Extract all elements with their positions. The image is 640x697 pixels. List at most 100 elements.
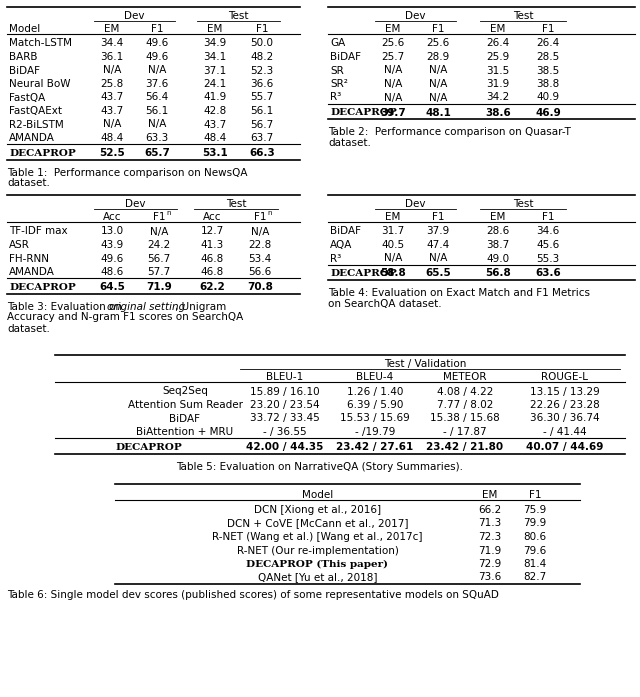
Text: 28.6: 28.6: [486, 227, 509, 236]
Text: 71.9: 71.9: [478, 546, 502, 556]
Text: 43.7: 43.7: [100, 106, 124, 116]
Text: 37.1: 37.1: [204, 66, 227, 75]
Text: 71.9: 71.9: [146, 282, 172, 292]
Text: 25.6: 25.6: [426, 38, 450, 49]
Text: N/A: N/A: [150, 227, 168, 236]
Text: 13.0: 13.0: [100, 227, 124, 236]
Text: 15.53 / 15.69: 15.53 / 15.69: [340, 413, 410, 424]
Text: DCN + CoVE [McCann et al., 2017]: DCN + CoVE [McCann et al., 2017]: [227, 519, 408, 528]
Text: 4.08 / 4.22: 4.08 / 4.22: [437, 387, 493, 397]
Text: 56.8: 56.8: [485, 268, 511, 279]
Text: Match-LSTM: Match-LSTM: [9, 38, 72, 49]
Text: 42.8: 42.8: [204, 106, 227, 116]
Text: 79.9: 79.9: [524, 519, 547, 528]
Text: ROUGE-L: ROUGE-L: [541, 372, 589, 382]
Text: N/A: N/A: [384, 79, 402, 89]
Text: 36.30 / 36.74: 36.30 / 36.74: [530, 413, 600, 424]
Text: Test: Test: [228, 11, 249, 21]
Text: AQA: AQA: [330, 240, 353, 250]
Text: 33.72 / 33.45: 33.72 / 33.45: [250, 413, 320, 424]
Text: 34.6: 34.6: [536, 227, 559, 236]
Text: 6.39 / 5.90: 6.39 / 5.90: [347, 400, 403, 410]
Text: Table 4: Evaluation on Exact Match and F1 Metrics: Table 4: Evaluation on Exact Match and F…: [328, 288, 590, 298]
Text: Table 3: Evaluation on: Table 3: Evaluation on: [7, 302, 125, 312]
Text: N/A: N/A: [103, 119, 121, 130]
Text: 73.6: 73.6: [478, 572, 502, 583]
Text: 72.3: 72.3: [478, 532, 502, 542]
Text: 79.6: 79.6: [524, 546, 547, 556]
Text: Dev: Dev: [125, 199, 146, 209]
Text: 70.8: 70.8: [247, 282, 273, 292]
Text: N/A: N/A: [384, 66, 402, 75]
Text: BLEU-1: BLEU-1: [266, 372, 303, 382]
Text: FH-RNN: FH-RNN: [9, 254, 49, 263]
Text: DECAPROP: DECAPROP: [9, 282, 76, 291]
Text: 15.89 / 16.10: 15.89 / 16.10: [250, 387, 320, 397]
Text: 46.8: 46.8: [200, 267, 223, 277]
Text: 82.7: 82.7: [524, 572, 547, 583]
Text: 53.4: 53.4: [248, 254, 271, 263]
Text: 48.4: 48.4: [204, 133, 227, 143]
Text: 43.9: 43.9: [100, 240, 124, 250]
Text: 64.5: 64.5: [99, 282, 125, 292]
Text: 46.9: 46.9: [535, 107, 561, 118]
Text: Acc: Acc: [103, 212, 121, 222]
Text: 48.2: 48.2: [250, 52, 274, 62]
Text: Table 6: Single model dev scores (published scores) of some representative model: Table 6: Single model dev scores (publis…: [7, 590, 499, 601]
Text: 7.77 / 8.02: 7.77 / 8.02: [437, 400, 493, 410]
Text: 52.3: 52.3: [250, 66, 274, 75]
Text: 41.3: 41.3: [200, 240, 223, 250]
Text: 25.9: 25.9: [486, 52, 509, 62]
Text: 31.9: 31.9: [486, 79, 509, 89]
Text: , Unigram: , Unigram: [175, 302, 227, 312]
Text: F1: F1: [153, 212, 165, 222]
Text: Test: Test: [513, 11, 533, 21]
Text: 75.9: 75.9: [524, 505, 547, 515]
Text: 31.5: 31.5: [486, 66, 509, 75]
Text: N/A: N/A: [148, 119, 166, 130]
Text: EM: EM: [385, 212, 401, 222]
Text: 57.7: 57.7: [147, 267, 171, 277]
Text: 22.8: 22.8: [248, 240, 271, 250]
Text: BARB: BARB: [9, 52, 38, 62]
Text: 22.26 / 23.28: 22.26 / 23.28: [530, 400, 600, 410]
Text: DECAPROP: DECAPROP: [9, 148, 76, 158]
Text: 81.4: 81.4: [524, 559, 547, 569]
Text: 56.6: 56.6: [248, 267, 271, 277]
Text: AMANDA: AMANDA: [9, 267, 55, 277]
Text: DECAPROP: DECAPROP: [115, 443, 182, 452]
Text: METEOR: METEOR: [444, 372, 487, 382]
Text: 28.9: 28.9: [426, 52, 450, 62]
Text: Table 1:  Performance comparison on NewsQA: Table 1: Performance comparison on NewsQ…: [7, 167, 248, 178]
Text: R2-BiLSTM: R2-BiLSTM: [9, 119, 64, 130]
Text: 41.9: 41.9: [204, 93, 227, 102]
Text: - / 17.87: - / 17.87: [443, 427, 487, 437]
Text: 37.9: 37.9: [426, 227, 450, 236]
Text: Test: Test: [226, 199, 246, 209]
Text: 48.1: 48.1: [425, 107, 451, 118]
Text: 49.6: 49.6: [145, 38, 168, 49]
Text: N/A: N/A: [429, 254, 447, 263]
Text: QANet [Yu et al., 2018]: QANet [Yu et al., 2018]: [258, 572, 377, 583]
Text: R³: R³: [330, 93, 341, 102]
Text: Accuracy and N-gram F1 scores on SearchQA: Accuracy and N-gram F1 scores on SearchQ…: [7, 312, 243, 323]
Text: TF-IDF max: TF-IDF max: [9, 227, 68, 236]
Text: 49.0: 49.0: [486, 254, 509, 263]
Text: 12.7: 12.7: [200, 227, 223, 236]
Text: N/A: N/A: [384, 93, 402, 102]
Text: dataset.: dataset.: [328, 138, 371, 148]
Text: 38.6: 38.6: [485, 107, 511, 118]
Text: dataset.: dataset.: [7, 323, 50, 333]
Text: 50.0: 50.0: [250, 38, 273, 49]
Text: N/A: N/A: [429, 79, 447, 89]
Text: n: n: [166, 210, 170, 216]
Text: BiDAF: BiDAF: [170, 413, 200, 424]
Text: 25.8: 25.8: [100, 79, 124, 89]
Text: N/A: N/A: [384, 254, 402, 263]
Text: F1: F1: [253, 212, 266, 222]
Text: 80.6: 80.6: [524, 532, 547, 542]
Text: 72.9: 72.9: [478, 559, 502, 569]
Text: 36.6: 36.6: [250, 79, 274, 89]
Text: 56.1: 56.1: [145, 106, 168, 116]
Text: DECAPROP: DECAPROP: [330, 108, 397, 117]
